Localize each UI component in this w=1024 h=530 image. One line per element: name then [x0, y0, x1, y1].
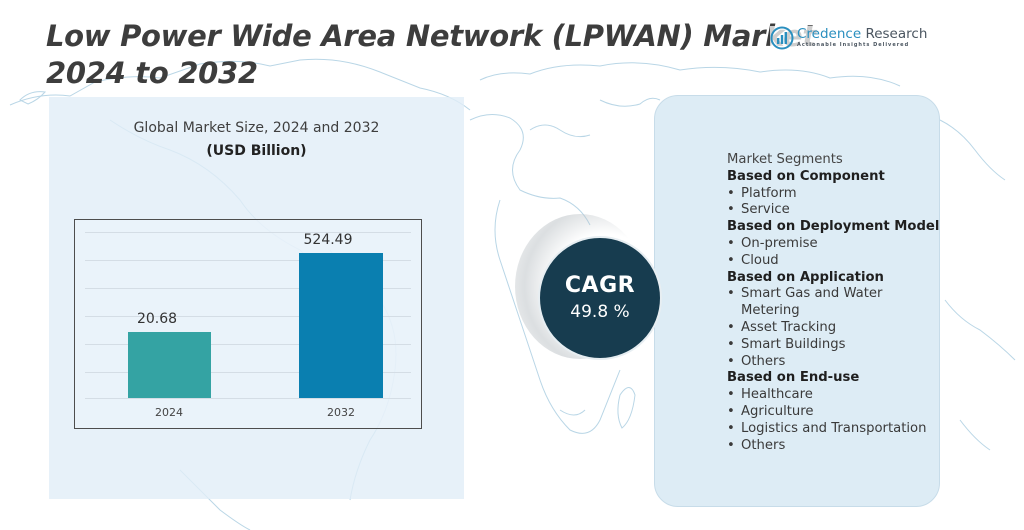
logo-tagline: Actionable Insights Delivered [797, 42, 910, 48]
bar-2024 [128, 332, 211, 398]
segments-list: Market Segments Based on Component Platf… [727, 152, 942, 454]
logo-name: Credence Research [797, 26, 928, 42]
segment-group-title-component: Based on Component [727, 168, 885, 184]
chart-title: Global Market Size, 2024 and 2032 [133, 120, 380, 136]
segment-list-end-use: Healthcare Agriculture Logistics and Tra… [727, 387, 942, 454]
segment-item: Platform [727, 186, 942, 203]
segment-item: Healthcare [727, 387, 942, 404]
segment-item: Logistics and Transportation [727, 421, 942, 438]
gridline [85, 398, 411, 399]
segment-item: On-premise [727, 236, 942, 253]
segment-group-title-application: Based on Application [727, 269, 884, 285]
segment-list-component: Platform Service [727, 186, 942, 220]
segment-item: Smart Buildings [727, 337, 917, 354]
gridline [85, 344, 411, 345]
gridline [85, 372, 411, 373]
bar-category-2032: 2032 [327, 406, 355, 419]
segments-heading: Market Segments [727, 152, 843, 167]
segment-list-deployment: On-premise Cloud [727, 236, 942, 270]
market-size-panel: Global Market Size, 2024 and 2032 (USD B… [49, 97, 464, 499]
bar-value-2024: 20.68 [136, 311, 178, 327]
segment-item: Service [727, 202, 942, 219]
bar-chart-circle-icon [770, 26, 794, 50]
segment-item: Others [727, 354, 917, 371]
segment-group-title-deployment: Based on Deployment Model [727, 219, 940, 235]
segment-item: Asset Tracking [727, 320, 917, 337]
chart-unit: (USD Billion) [206, 143, 307, 159]
market-segments-panel: Market Segments Based on Component Platf… [654, 95, 940, 507]
segment-item: Cloud [727, 253, 942, 270]
bar-category-2024: 2024 [155, 406, 183, 419]
segment-item: Smart Gas and Water Metering [727, 286, 917, 320]
title-line-2: 2024 to 2032 [46, 56, 258, 90]
cagr-badge: CAGR 49.8 % [538, 236, 662, 360]
segment-group-title-end-use: Based on End-use [727, 370, 860, 386]
segment-list-application: Smart Gas and Water Metering Asset Track… [727, 286, 917, 370]
bar-2032 [299, 253, 383, 398]
cagr-label: CAGR [564, 273, 636, 298]
page-title: Low Power Wide Area Network (LPWAN) Mark… [46, 18, 816, 92]
segment-item: Agriculture [727, 404, 942, 421]
bar-value-2032: 524.49 [303, 232, 353, 248]
title-line-1: Low Power Wide Area Network (LPWAN) Mark… [46, 19, 816, 53]
bar-chart: 20.68 2024 524.49 2032 [74, 219, 422, 429]
cagr-value: 49.8 % [570, 302, 630, 322]
credence-research-logo: Credence Research Actionable Insights De… [770, 26, 932, 50]
segment-item: Others [727, 438, 942, 455]
